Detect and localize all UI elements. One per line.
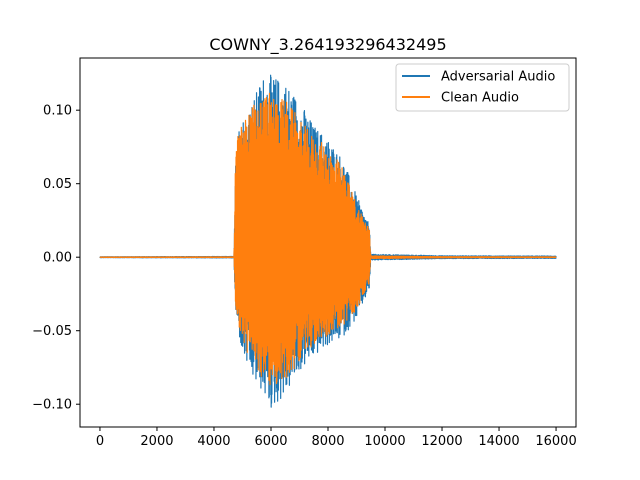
x-axis: 0 2000 4000 6000 8000 10000 12000 14000 16000 (96, 427, 577, 449)
x-tick-label: 2000 (140, 434, 173, 449)
y-tick-label: 0.00 (43, 251, 72, 266)
x-tick-label: 14000 (478, 434, 519, 449)
x-tick-label: 0 (96, 434, 104, 449)
x-tick-label: 8000 (311, 434, 344, 449)
y-tick-label: −0.10 (32, 398, 72, 413)
series-layer (99, 74, 557, 408)
legend: Adversarial Audio Clean Audio (395, 63, 570, 112)
series-line (99, 92, 557, 386)
x-tick-label: 12000 (421, 434, 462, 449)
legend-label-clean: Clean Audio (441, 91, 519, 106)
series-clean-audio (99, 92, 557, 386)
y-tick-label: 0.10 (43, 104, 72, 119)
x-tick-label: 4000 (197, 434, 230, 449)
y-tick-label: 0.05 (43, 177, 72, 192)
y-axis: −0.10 −0.05 0.00 0.05 0.10 (32, 104, 80, 413)
chart-title: COWNY_3.264193296432495 (209, 35, 446, 55)
legend-frame (395, 63, 570, 112)
x-tick-label: 16000 (535, 434, 576, 449)
y-tick-label: −0.05 (32, 324, 72, 339)
legend-label-adversarial: Adversarial Audio (441, 70, 555, 85)
x-tick-label: 10000 (364, 434, 405, 449)
x-tick-label: 6000 (254, 434, 287, 449)
